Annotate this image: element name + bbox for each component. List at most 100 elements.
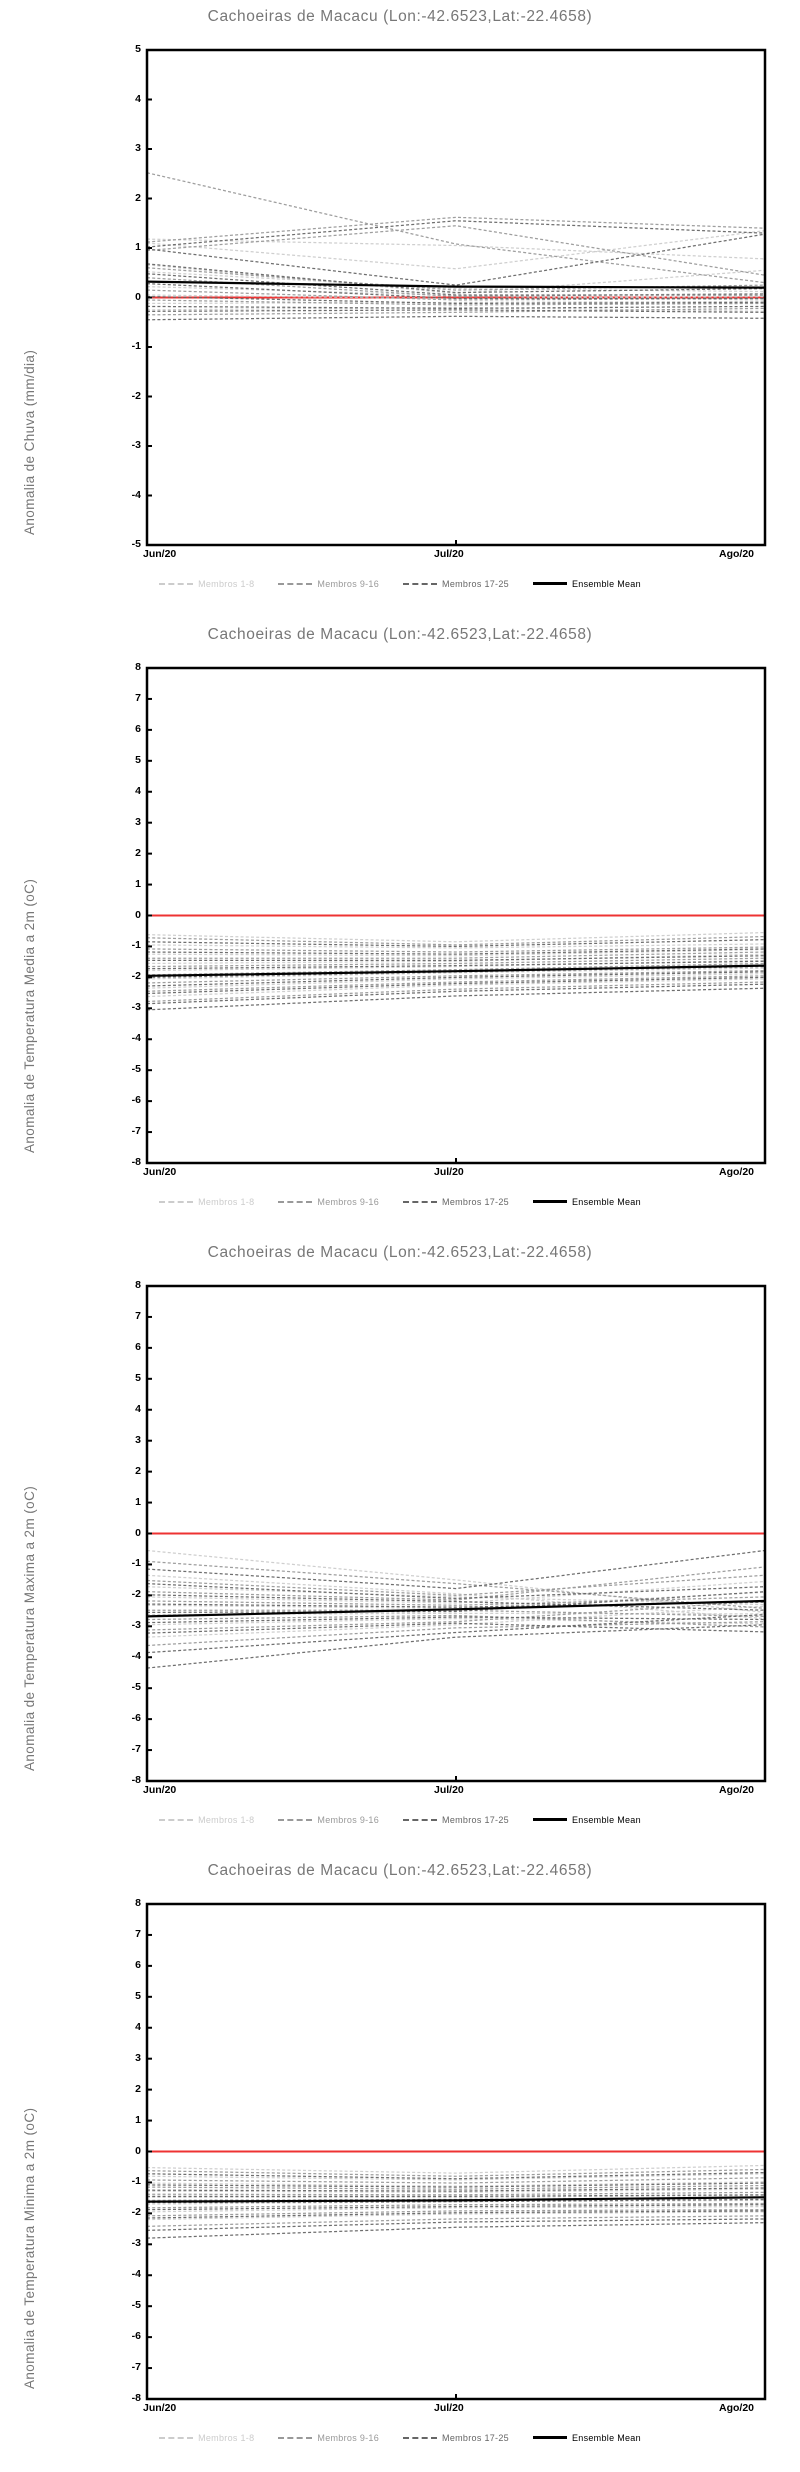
legend-item-1: Membros 9-16 [278,1193,379,1211]
y-tick-label: -3 [131,1619,141,1632]
ensemble-mean-line [146,280,766,289]
y-tick-label: 0 [135,908,141,921]
member-line [146,1621,766,1647]
member-line [146,981,766,1003]
y-tick-label: -5 [131,2299,141,2312]
forecast-panel-3: Cachoeiras de Macacu (Lon:-42.6523,Lat:-… [0,1854,800,2472]
y-tick-label: 5 [135,43,141,55]
y-axis-label: Anomalia de Temperatura Media a 2m (oC) [22,878,37,1153]
member-line [146,1594,766,1611]
y-tick-label: 6 [135,1958,141,1971]
ensemble-mean-line [146,2196,766,2203]
ensemble-mean-line [146,964,766,977]
y-tick-label: 0 [135,290,141,303]
y-tick-label: -3 [131,439,141,451]
y-tick-label: 5 [135,1371,141,1384]
legend-item-0: Membros 1-8 [159,1193,254,1211]
legend-item-0: Membros 1-8 [159,2429,254,2447]
legend-label: Membros 9-16 [317,1814,380,1825]
legend-swatch [532,2436,567,2440]
chart-legend: Membros 1-8 Membros 9-16 Membros 17-25 Ense… [0,1193,800,1211]
y-tick-label: -8 [131,1156,141,1168]
member-line [146,1591,766,1614]
y-tick-label: 1 [135,241,141,253]
x-tick-label: Jul/20 [434,548,464,560]
member-line [146,1617,766,1626]
member-line [146,983,766,1005]
legend-label: Membros 17-25 [442,578,509,589]
member-line [146,967,766,980]
member-line [146,283,765,300]
legend-swatch [403,1818,438,1821]
y-tick-label: 6 [135,1340,141,1353]
panel-title: Cachoeiras de Macacu (Lon:-42.6523,Lat:-… [207,1862,593,1879]
member-line [146,935,766,946]
member-line [146,238,766,260]
legend-label: Ensemble Mean [571,1196,641,1207]
y-tick-label: 0 [135,1526,141,1539]
member-line [146,943,766,949]
legend-item-3: Ensemble Mean [532,2429,641,2447]
y-tick-label: 7 [135,1927,141,1940]
forecast-panel-1: Cachoeiras de Macacu (Lon:-42.6523,Lat:-… [0,618,800,1236]
legend-item-1: Membros 9-16 [278,2429,379,2447]
legend-swatch [159,1818,194,1821]
member-line [146,960,766,970]
legend-item-3: Ensemble Mean [532,1193,641,1211]
x-tick-label: Jun/20 [143,548,177,560]
y-tick-label: -7 [131,1125,141,1138]
member-line [146,300,766,305]
legend-item-1: Membros 9-16 [278,1811,379,1829]
y-tick-label: 1 [135,877,141,890]
member-line [146,948,766,957]
y-tick-label: -4 [131,2268,141,2281]
member-line [146,1613,766,1654]
member-line [146,969,766,984]
member-line [146,948,766,955]
member-line [146,172,766,284]
y-axis-label: Anomalia de Chuva (mm/dia) [22,349,37,535]
member-line [146,2204,766,2211]
legend-label: Ensemble Mean [571,578,641,589]
y-tick-label: 2 [135,846,141,859]
legend-label: Membros 1-8 [198,1196,255,1207]
member-line [146,2191,766,2196]
member-line [146,2211,766,2221]
y-tick-label: 2 [135,191,141,204]
legend-swatch [532,1200,567,1204]
legend-label: Membros 1-8 [198,578,255,589]
y-tick-label: -7 [131,1743,141,1756]
y-tick-label: 3 [135,2051,141,2064]
plot-canvas [145,1902,767,2401]
member-line [146,271,766,293]
y-tick-label: 3 [135,142,141,154]
y-tick-label: 7 [135,691,141,704]
y-tick-label: 4 [135,2020,141,2033]
member-line [146,2171,766,2180]
legend-label: Ensemble Mean [571,2432,641,2443]
y-tick-label: -1 [131,340,141,352]
legend-swatch [159,582,194,585]
member-line [146,1574,766,1620]
legend-label: Ensemble Mean [571,1814,641,1825]
legend-item-2: Membros 17-25 [403,575,509,593]
chart-legend: Membros 1-8 Membros 9-16 Membros 17-25 Ense… [0,1811,800,1829]
legend-item-3: Ensemble Mean [532,575,641,593]
member-line [146,931,766,943]
y-tick-label: -4 [131,1032,141,1045]
panel-title: Cachoeiras de Macacu (Lon:-42.6523,Lat:-… [207,626,593,643]
y-tick-label: 4 [135,784,141,797]
member-line [146,225,766,276]
x-tick-label: Ago/20 [719,1166,755,1178]
y-tick-label: -4 [131,1650,141,1663]
legend-swatch [278,582,313,585]
legend-label: Membros 9-16 [317,578,380,589]
member-line [146,957,766,968]
y-tick-label: 3 [135,815,141,828]
y-tick-label: 8 [135,1279,141,1291]
member-line [146,2177,766,2184]
member-line [146,264,766,295]
legend-item-2: Membros 17-25 [403,1193,509,1211]
y-tick-label: 3 [135,1433,141,1446]
y-tick-label: 1 [135,2113,141,2126]
